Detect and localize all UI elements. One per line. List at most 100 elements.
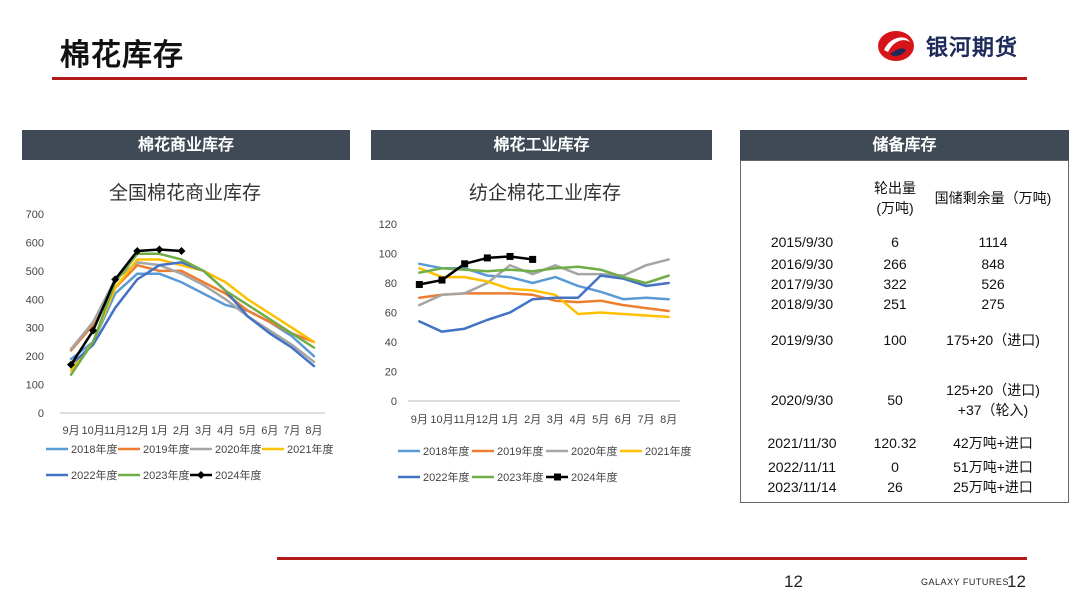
x-tick-label: 7月 xyxy=(637,414,654,426)
data-point-marker xyxy=(461,260,469,268)
data-point-marker xyxy=(133,246,142,255)
x-tick-label: 6月 xyxy=(615,414,632,426)
x-tick-label: 2月 xyxy=(524,414,541,426)
legend-label: 2020年度 xyxy=(571,444,617,458)
x-tick-label: 7月 xyxy=(283,425,300,437)
y-tick-label: 500 xyxy=(26,266,44,278)
y-tick-label: 40 xyxy=(385,337,397,349)
series-line-2022年度 xyxy=(69,261,316,368)
footer-brand: GALAXY FUTURES xyxy=(921,577,1009,587)
data-point-marker xyxy=(415,280,423,288)
logo-text: 银河期货 xyxy=(926,36,1019,61)
x-tick-label: 12月 xyxy=(126,425,149,437)
row-out: 322 xyxy=(883,276,907,292)
legend-label: 2023年度 xyxy=(497,470,543,484)
x-tick-label: 9月 xyxy=(62,425,79,437)
y-tick-label: 80 xyxy=(385,278,397,290)
row-remain: 51万吨+进口 xyxy=(953,459,1033,475)
series-line-2023年度 xyxy=(69,252,316,376)
industrial-panel-header: 棉花工业库存 xyxy=(371,130,712,160)
series-line-2021年度 xyxy=(418,267,670,319)
data-point-marker xyxy=(177,246,186,255)
page-number-right: 12 xyxy=(1007,572,1026,591)
y-tick-label: 20 xyxy=(385,367,397,379)
x-tick-label: 6月 xyxy=(261,425,278,437)
galaxy-logo-icon xyxy=(878,31,914,61)
data-point-marker xyxy=(438,276,446,284)
col-header-remain: 国储剩余量（万吨) xyxy=(934,190,1052,206)
row-remain: 848 xyxy=(981,256,1005,272)
y-tick-label: 300 xyxy=(26,323,44,335)
series-line-2021年度 xyxy=(69,258,316,372)
x-tick-label: 11月 xyxy=(104,425,126,437)
page-number: 12 xyxy=(784,572,803,591)
legend-label: 2023年度 xyxy=(143,468,189,482)
row-out: 6 xyxy=(891,234,899,250)
reserve-table xyxy=(740,160,1069,503)
x-tick-label: 10月 xyxy=(82,425,105,437)
page-title: 棉花库存 xyxy=(60,38,184,73)
col-header-out: 轮出量 (万吨) xyxy=(874,180,916,216)
reserve-panel-header: 储备库存 xyxy=(740,130,1069,160)
x-tick-label: 3月 xyxy=(547,414,564,426)
row-remain: 1114 xyxy=(978,234,1008,250)
x-tick-label: 4月 xyxy=(217,425,234,437)
x-tick-label: 3月 xyxy=(195,425,212,437)
header-rule xyxy=(52,77,1027,80)
data-point-marker xyxy=(506,252,514,260)
series-line-2022年度 xyxy=(418,274,670,333)
x-tick-label: 5月 xyxy=(592,414,609,426)
brand-logo: 银河期货 xyxy=(876,28,1018,64)
x-tick-label: 12月 xyxy=(476,414,499,426)
x-tick-label: 1月 xyxy=(501,414,518,426)
x-tick-label: 11月 xyxy=(453,414,475,426)
row-remain: 25万吨+进口 xyxy=(953,479,1033,495)
series-line-2024年度 xyxy=(418,255,534,286)
row-date: 2018/9/30 xyxy=(770,296,834,312)
legend-label: 2020年度 xyxy=(215,442,261,456)
row-out: 100 xyxy=(883,332,907,348)
legend-label: 2022年度 xyxy=(423,470,469,484)
footer-rule xyxy=(277,557,1027,560)
x-tick-label: 8月 xyxy=(305,425,322,437)
commercial-panel-header: 棉花商业库存 xyxy=(22,130,350,160)
row-date: 2020/9/30 xyxy=(770,392,834,408)
y-tick-label: 700 xyxy=(26,209,44,221)
data-point-marker xyxy=(483,254,491,262)
row-remain: 175+20（进口) xyxy=(946,332,1040,348)
legend-label: 2024年度 xyxy=(215,468,261,482)
y-tick-label: 100 xyxy=(26,380,44,392)
y-tick-label: 120 xyxy=(379,219,397,231)
row-out: 0 xyxy=(891,459,899,475)
legend-label: 2018年度 xyxy=(423,444,469,458)
legend-label: 2018年度 xyxy=(71,442,117,456)
row-date: 2022/11/11 xyxy=(768,459,836,475)
y-tick-label: 200 xyxy=(26,351,44,363)
legend-label: 2021年度 xyxy=(287,442,333,456)
legend-label: 2019年度 xyxy=(497,444,543,458)
commercial-chart-title: 全国棉花商业库存 xyxy=(108,182,261,204)
legend-label: 2022年度 xyxy=(71,468,117,482)
data-point-marker xyxy=(67,360,76,369)
legend-label: 2024年度 xyxy=(571,470,617,484)
legend-marker xyxy=(197,471,205,479)
row-date: 2023/11/14 xyxy=(767,479,837,495)
series-line-2019年度 xyxy=(418,292,670,313)
y-tick-label: 0 xyxy=(38,408,44,420)
row-date: 2015/9/30 xyxy=(770,234,834,250)
row-out: 251 xyxy=(883,296,907,312)
row-out: 120.32 xyxy=(873,435,917,451)
row-remain: 275 xyxy=(981,296,1005,312)
row-out: 26 xyxy=(887,479,903,495)
x-tick-label: 4月 xyxy=(569,414,586,426)
x-tick-label: 8月 xyxy=(660,414,677,426)
data-point-marker xyxy=(155,245,164,254)
x-tick-label: 2月 xyxy=(173,425,190,437)
series-line-2023年度 xyxy=(418,265,670,285)
data-point-marker xyxy=(89,326,98,335)
row-date: 2021/11/30 xyxy=(767,435,837,451)
y-tick-label: 60 xyxy=(385,308,397,320)
y-tick-label: 400 xyxy=(26,294,44,306)
legend-marker xyxy=(554,473,561,481)
